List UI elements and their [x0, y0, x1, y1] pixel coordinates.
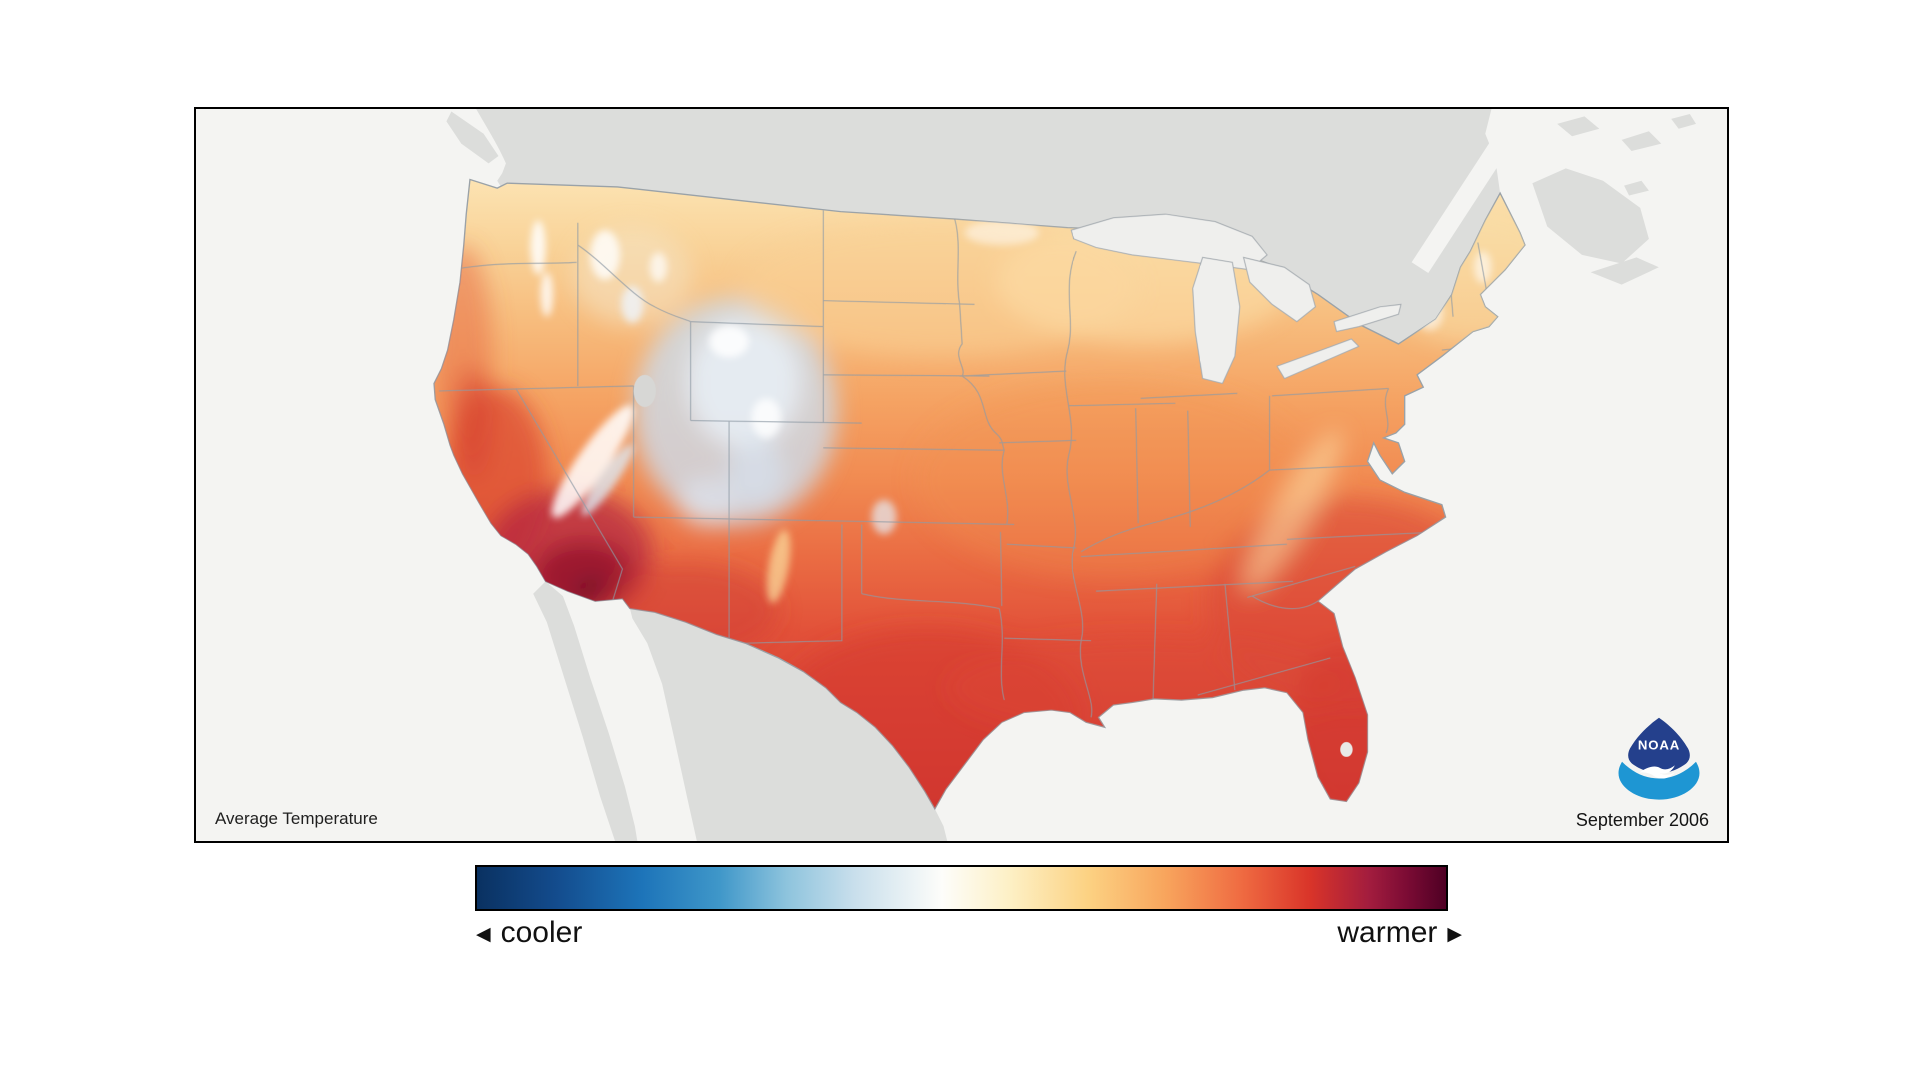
legend-warmer: warmer ▶ — [1337, 916, 1462, 950]
noaa-sky-shape — [1628, 717, 1690, 774]
st-lawrence-river — [1411, 137, 1510, 274]
lake-huron — [1242, 256, 1316, 323]
great-salt-lake — [633, 374, 656, 407]
lake-ontario — [1333, 303, 1402, 333]
left-arrow-icon: ◀ — [476, 923, 491, 945]
map-date: September 2006 — [1575, 810, 1709, 830]
cooler-label: cooler — [500, 916, 583, 949]
great-lakes — [1070, 213, 1402, 385]
lake-erie — [1276, 338, 1360, 380]
mexico-baja — [533, 581, 638, 841]
map-graphic — [196, 109, 1727, 841]
seagull-icon — [1639, 765, 1675, 779]
canada-islands — [1557, 113, 1697, 196]
noaa-logo-text: NOAA — [1638, 737, 1680, 752]
map-panel: Average Temperature NOAA September 2006 — [194, 107, 1729, 843]
colorbar — [475, 865, 1448, 911]
warmer-label: warmer — [1337, 916, 1438, 949]
lake-michigan — [1192, 256, 1241, 385]
noaa-sea-shape — [1618, 761, 1700, 800]
right-arrow-icon: ▶ — [1447, 923, 1462, 945]
maritimes-landmass — [1532, 168, 1649, 264]
noaa-logo: NOAA — [1615, 715, 1703, 805]
lake-okeechobee — [1340, 742, 1353, 757]
legend-row: ◀ cooler warmer ▶ — [476, 916, 1462, 950]
mexico-mainland — [629, 608, 948, 841]
canada-landmass — [476, 109, 1501, 344]
map-title: Average Temperature — [215, 809, 378, 828]
nova-scotia — [1590, 257, 1659, 285]
legend-cooler: ◀ cooler — [476, 916, 582, 950]
vancouver-island — [446, 111, 499, 164]
noaa-emblem: NOAA — [1618, 717, 1700, 800]
